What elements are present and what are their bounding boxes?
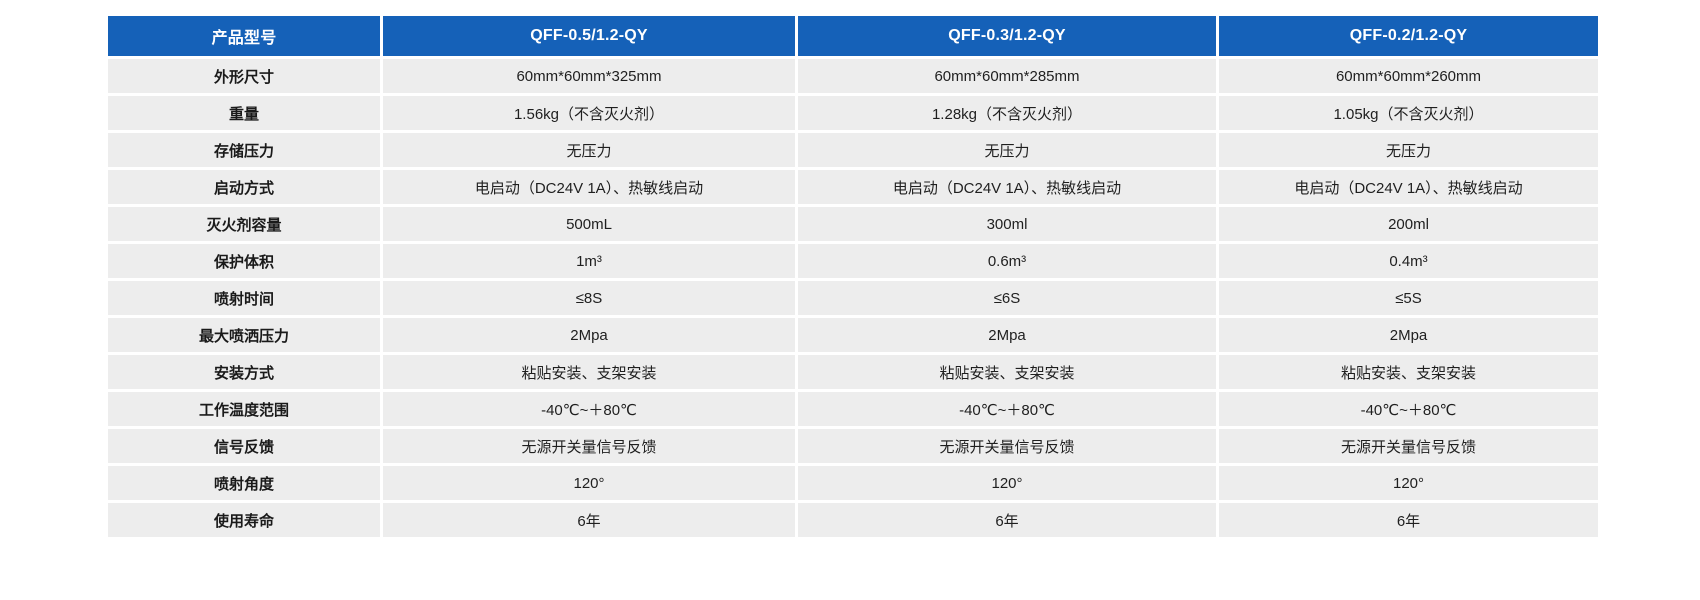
table-header-row: 产品型号 QFF-0.5/1.2-QY QFF-0.3/1.2-QY QFF-0… <box>108 16 1598 56</box>
header-cell-attribute: 产品型号 <box>108 16 380 56</box>
product-spec-section: 产品型号 QFF-0.5/1.2-QY QFF-0.3/1.2-QY QFF-0… <box>105 13 1601 540</box>
spec-value: -40℃~＋80℃ <box>1219 392 1598 426</box>
row-label: 使用寿命 <box>108 503 380 537</box>
spec-value: 无压力 <box>1219 133 1598 167</box>
spec-value: 6年 <box>798 503 1216 537</box>
spec-value: 60mm*60mm*260mm <box>1219 59 1598 93</box>
row-label: 外形尺寸 <box>108 59 380 93</box>
table-row: 灭火剂容量 500mL 300ml 200ml <box>108 207 1598 241</box>
spec-value: 无源开关量信号反馈 <box>798 429 1216 463</box>
row-label: 启动方式 <box>108 170 380 204</box>
spec-value: 120° <box>798 466 1216 500</box>
spec-value: 无压力 <box>383 133 795 167</box>
table-row: 存储压力 无压力 无压力 无压力 <box>108 133 1598 167</box>
spec-value: 2Mpa <box>798 318 1216 352</box>
spec-value: 粘贴安装、支架安装 <box>798 355 1216 389</box>
header-cell-model-1: QFF-0.5/1.2-QY <box>383 16 795 56</box>
spec-value: 6年 <box>1219 503 1598 537</box>
row-label: 喷射时间 <box>108 281 380 315</box>
spec-value: -40℃~＋80℃ <box>798 392 1216 426</box>
spec-value: 1m³ <box>383 244 795 278</box>
spec-value: 2Mpa <box>383 318 795 352</box>
spec-value: 60mm*60mm*285mm <box>798 59 1216 93</box>
table-row: 启动方式 电启动（DC24V 1A）、热敏线启动 电启动（DC24V 1A）、热… <box>108 170 1598 204</box>
spec-value: 0.6m³ <box>798 244 1216 278</box>
spec-value: 200ml <box>1219 207 1598 241</box>
spec-value: 无源开关量信号反馈 <box>383 429 795 463</box>
spec-value: 1.05kg（不含灭火剂） <box>1219 96 1598 130</box>
spec-value: 电启动（DC24V 1A）、热敏线启动 <box>1219 170 1598 204</box>
row-label: 存储压力 <box>108 133 380 167</box>
spec-value: 0.4m³ <box>1219 244 1598 278</box>
spec-value: 电启动（DC24V 1A）、热敏线启动 <box>383 170 795 204</box>
row-label: 灭火剂容量 <box>108 207 380 241</box>
spec-value: ≤5S <box>1219 281 1598 315</box>
spec-value: 6年 <box>383 503 795 537</box>
table-row: 外形尺寸 60mm*60mm*325mm 60mm*60mm*285mm 60m… <box>108 59 1598 93</box>
header-cell-model-2: QFF-0.3/1.2-QY <box>798 16 1216 56</box>
table-row: 喷射角度 120° 120° 120° <box>108 466 1598 500</box>
spec-value: 2Mpa <box>1219 318 1598 352</box>
table-row: 工作温度范围 -40℃~＋80℃ -40℃~＋80℃ -40℃~＋80℃ <box>108 392 1598 426</box>
spec-value: 120° <box>383 466 795 500</box>
table-row: 使用寿命 6年 6年 6年 <box>108 503 1598 537</box>
row-label: 最大喷洒压力 <box>108 318 380 352</box>
header-cell-model-3: QFF-0.2/1.2-QY <box>1219 16 1598 56</box>
row-label: 安装方式 <box>108 355 380 389</box>
table-row: 喷射时间 ≤8S ≤6S ≤5S <box>108 281 1598 315</box>
spec-value: 粘贴安装、支架安装 <box>383 355 795 389</box>
spec-value: 粘贴安装、支架安装 <box>1219 355 1598 389</box>
table-row: 安装方式 粘贴安装、支架安装 粘贴安装、支架安装 粘贴安装、支架安装 <box>108 355 1598 389</box>
table-row: 重量 1.56kg（不含灭火剂） 1.28kg（不含灭火剂） 1.05kg（不含… <box>108 96 1598 130</box>
spec-value: 1.56kg（不含灭火剂） <box>383 96 795 130</box>
row-label: 信号反馈 <box>108 429 380 463</box>
row-label: 工作温度范围 <box>108 392 380 426</box>
table-row: 信号反馈 无源开关量信号反馈 无源开关量信号反馈 无源开关量信号反馈 <box>108 429 1598 463</box>
spec-value: 无压力 <box>798 133 1216 167</box>
spec-value: ≤8S <box>383 281 795 315</box>
spec-value: 1.28kg（不含灭火剂） <box>798 96 1216 130</box>
spec-value: 无源开关量信号反馈 <box>1219 429 1598 463</box>
product-spec-table: 产品型号 QFF-0.5/1.2-QY QFF-0.3/1.2-QY QFF-0… <box>105 13 1601 540</box>
spec-value: 60mm*60mm*325mm <box>383 59 795 93</box>
table-row: 最大喷洒压力 2Mpa 2Mpa 2Mpa <box>108 318 1598 352</box>
spec-value: 300ml <box>798 207 1216 241</box>
spec-value: 电启动（DC24V 1A）、热敏线启动 <box>798 170 1216 204</box>
spec-value: ≤6S <box>798 281 1216 315</box>
row-label: 重量 <box>108 96 380 130</box>
spec-value: 500mL <box>383 207 795 241</box>
row-label: 保护体积 <box>108 244 380 278</box>
spec-value: -40℃~＋80℃ <box>383 392 795 426</box>
spec-value: 120° <box>1219 466 1598 500</box>
table-row: 保护体积 1m³ 0.6m³ 0.4m³ <box>108 244 1598 278</box>
row-label: 喷射角度 <box>108 466 380 500</box>
